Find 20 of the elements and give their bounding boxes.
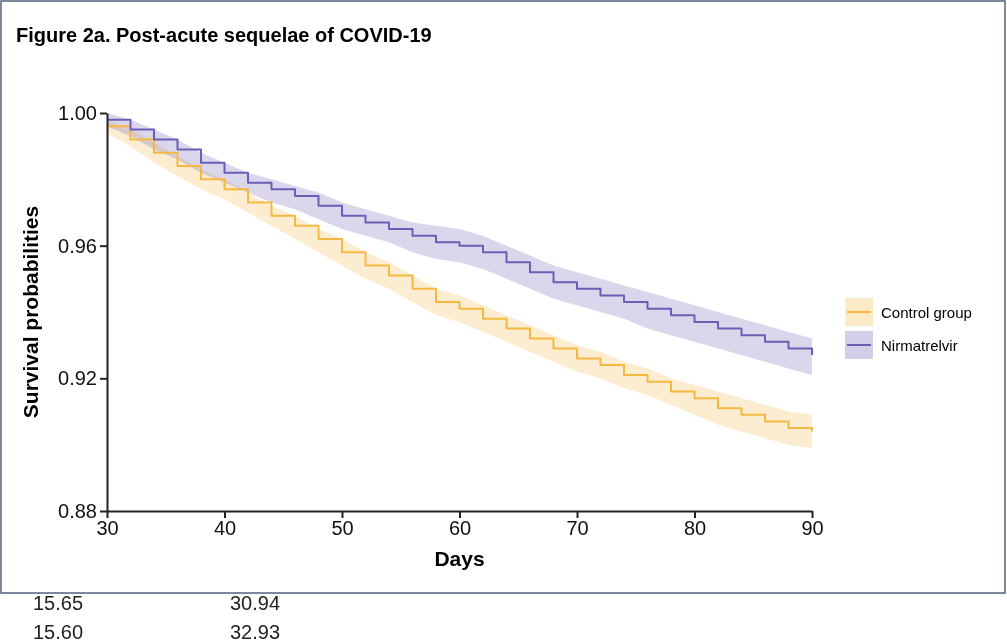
y-tick-label: 0.92: [58, 367, 97, 390]
legend-label: Control group: [881, 304, 972, 321]
x-axis-title: Days: [434, 547, 485, 570]
y-tick-label: 1.00: [58, 101, 97, 124]
y-axis-title: Survival probabilities: [19, 205, 42, 419]
text: 32.93: [230, 621, 281, 643]
x-tick-label: 70: [566, 517, 589, 540]
x-tick-label: 60: [448, 517, 472, 540]
x-tick-label: 90: [801, 517, 824, 540]
chart-title: Figure 2a. Post-acute sequelae of COVID-19: [16, 24, 432, 46]
x-tick-label: 80: [683, 517, 707, 540]
x-tick-label: 30: [96, 517, 119, 540]
x-tick-label: 50: [331, 517, 354, 540]
y-tick-label: 0.96: [58, 234, 97, 257]
text: 30.94: [230, 592, 281, 614]
text: 15.60: [33, 621, 84, 643]
legend-label: Nirmatrelvir: [881, 337, 958, 354]
y-tick-label: 0.88: [58, 499, 97, 522]
x-tick-label: 40: [213, 517, 237, 540]
text: 15.65: [33, 592, 84, 614]
